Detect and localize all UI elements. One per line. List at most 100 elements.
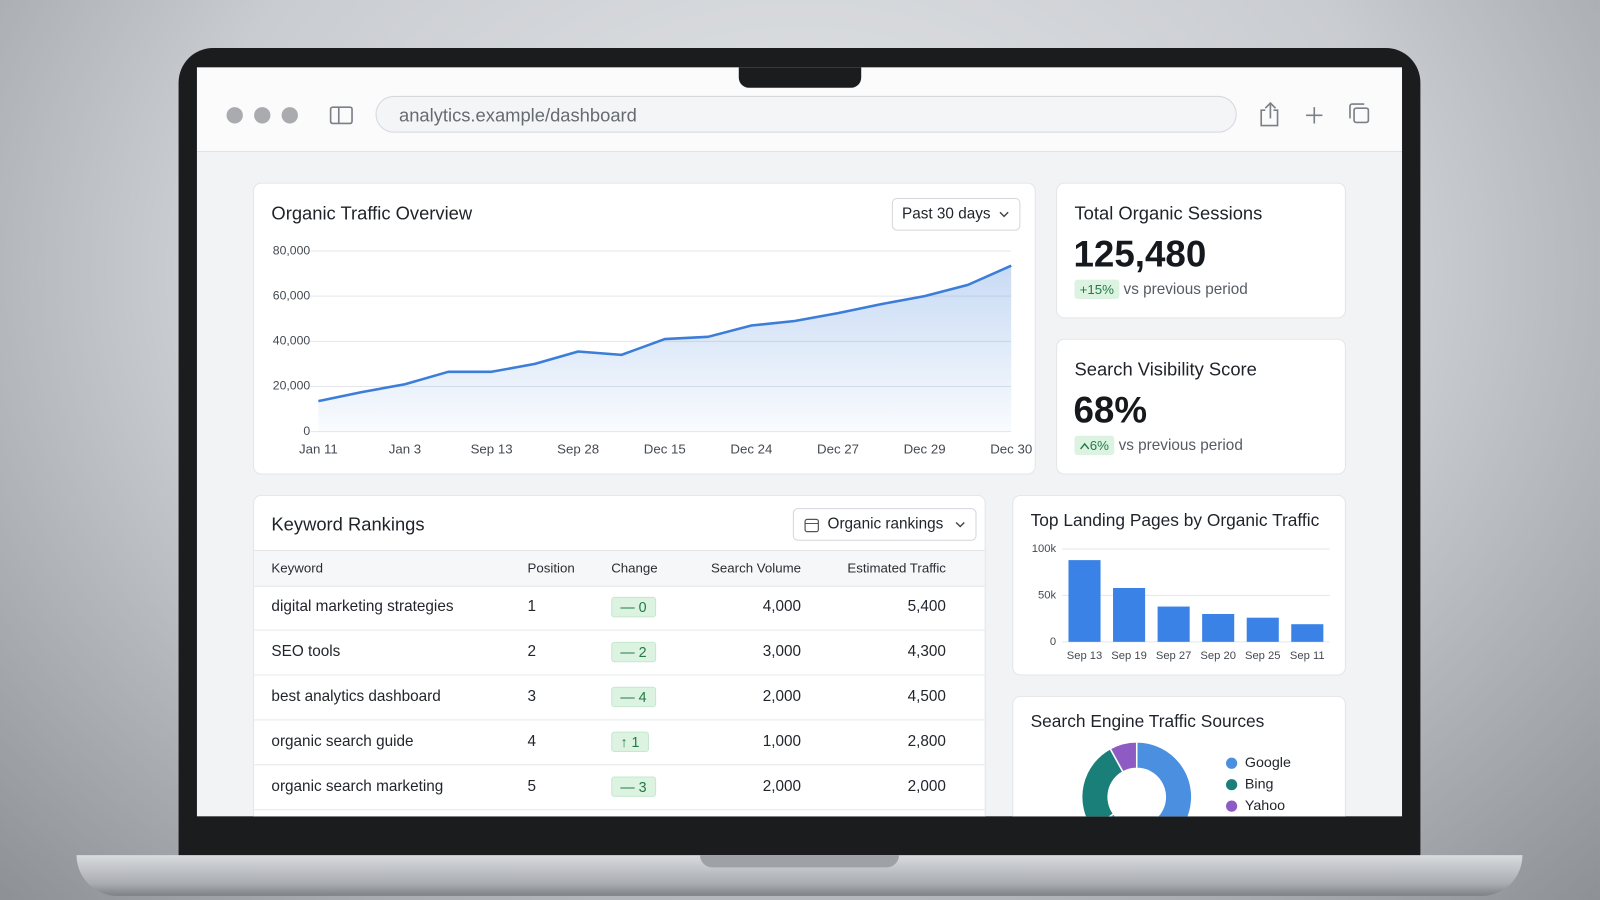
screen: analytics.example/dashboard Organic Traf… <box>196 67 1403 817</box>
cell: 3 <box>527 687 537 706</box>
window-close[interactable] <box>226 107 243 124</box>
bar <box>1113 587 1146 642</box>
change-badge: ↑ 1 <box>611 731 649 753</box>
metric-value: 125,480 <box>1073 232 1207 275</box>
x-tick-label: Dec 24 <box>730 441 772 456</box>
visibility-card: Search Visibility Score 68% 6% vs previo… <box>1056 338 1346 475</box>
cell: 1 <box>527 597 537 616</box>
x-tick-label: Dec 29 <box>904 441 946 456</box>
x-tick-label: Jan 11 <box>299 441 338 456</box>
keyword: organic search marketing <box>271 777 444 795</box>
change-badge: 6% <box>1074 435 1115 456</box>
change-note: vs previous period <box>1118 436 1243 455</box>
cell: 2,000 <box>762 777 802 795</box>
cell: 2 <box>527 642 537 661</box>
y-tick-label: 0 <box>303 424 310 438</box>
bar <box>1246 617 1279 642</box>
keyword: digital marketing strategies <box>271 597 454 616</box>
new-tab-button[interactable] <box>1306 107 1323 124</box>
cell: 5,400 <box>907 597 946 616</box>
cell: 3,000 <box>762 642 802 661</box>
line <box>318 264 1012 403</box>
card-title: Total Organic Sessions <box>1074 203 1263 224</box>
dropdown-label: Past 30 days <box>902 205 991 223</box>
x-tick-label: Sep 20 <box>1200 650 1236 662</box>
line-chart: 0 20,000 40,000 60,000 80,000 Jan 11 Jan 3 Sep … <box>273 243 1032 456</box>
slice <box>1108 741 1193 817</box>
share-button[interactable] <box>1260 101 1279 127</box>
column-header: Change <box>611 560 658 576</box>
legend-label: Yahoo <box>1245 798 1285 814</box>
column-header: Keyword <box>271 560 324 576</box>
slice <box>1109 741 1138 773</box>
bar <box>1202 613 1235 642</box>
cell: 2,000 <box>762 687 802 706</box>
change-badge: — 4 <box>611 686 656 708</box>
bar <box>1157 606 1190 642</box>
y-tick-label: 50k <box>1038 589 1056 601</box>
sources-card: Search Engine Traffic Sources Google Bing Y… <box>1012 695 1346 817</box>
change-badge: — 2 <box>611 641 656 663</box>
address-bar[interactable]: analytics.example/dashboard <box>375 95 1237 133</box>
column-header: Search Volume <box>711 560 802 576</box>
window-minimize[interactable] <box>254 107 271 124</box>
cell: 4 <box>527 732 537 750</box>
tabs-button[interactable] <box>1349 103 1370 124</box>
filter-dropdown[interactable]: Organic rankings <box>792 508 977 541</box>
donut-chart: Search Engine Traffic Sources Google Bing Y… <box>1031 711 1291 817</box>
change-badge: +15% <box>1074 279 1119 299</box>
column-header: Estimated Traffic <box>847 560 946 576</box>
table-row[interactable]: digital marketing strategies 1 — 0 4,000 5,4… <box>254 585 985 631</box>
browser-toolbar: analytics.example/dashboard <box>196 67 1403 153</box>
table-row[interactable]: SEO tools 2 — 2 3,000 4,300 <box>254 630 985 676</box>
keyword: SEO tools <box>271 642 341 661</box>
landing-card: Top Landing Pages by Organic Traffic 0 50k… <box>1012 494 1346 676</box>
table-row[interactable]: best analytics dashboard 3 — 4 2,000 4,500 <box>254 674 985 721</box>
cell: 5 <box>527 777 537 795</box>
card-title: Keyword Rankings <box>271 514 425 535</box>
traffic-card: Organic Traffic Overview Past 30 days 0 2… <box>253 182 1036 475</box>
card-title: Organic Traffic Overview <box>271 203 473 224</box>
y-tick-label: 0 <box>1050 636 1056 648</box>
metric-value: 68% <box>1073 388 1147 431</box>
keyword: organic search guide <box>271 732 414 750</box>
table-row[interactable]: organic search guide 4 ↑ 1 1,000 2,800 <box>254 719 985 766</box>
sidebar-button[interactable] <box>329 106 353 125</box>
legend-label: Google <box>1245 755 1291 771</box>
keywords-card: Keyword Rankings Organic rankings Keywor… <box>253 494 986 817</box>
window-zoom[interactable] <box>281 107 298 124</box>
calendar-icon <box>804 518 819 533</box>
dropdown-label: Organic rankings <box>827 515 944 533</box>
card-title: Search Visibility Score <box>1074 359 1257 380</box>
cell: 2,800 <box>907 732 946 750</box>
cell: 4,300 <box>907 642 946 661</box>
change-badge: — 0 <box>611 596 656 618</box>
y-tick-label: 40,000 <box>273 334 311 348</box>
area <box>318 265 1012 432</box>
metric-change: +15% vs previous period <box>1074 279 1248 299</box>
x-tick-label: Sep 25 <box>1245 650 1281 662</box>
cell: 4,000 <box>762 597 802 616</box>
x-tick-label: Sep 13 <box>471 441 513 456</box>
change-badge: — 3 <box>611 776 656 797</box>
table-header: Keyword Position Change Search Volume Estima… <box>254 549 985 587</box>
up-arrow <box>1080 442 1090 450</box>
bar <box>1291 624 1324 642</box>
cell: 4,500 <box>907 687 946 706</box>
camera-notch <box>738 67 862 88</box>
table-row[interactable]: organic search marketing 5 — 3 2,000 2,000 <box>254 764 985 811</box>
bar-chart: Top Landing Pages by Organic Traffic 0 50k… <box>1031 510 1330 662</box>
x-tick-label: Dec 30 <box>990 441 1032 456</box>
x-tick-label: Sep 19 <box>1111 650 1147 662</box>
x-tick-label: Sep 27 <box>1156 650 1192 662</box>
x-tick-label: Sep 11 <box>1290 650 1325 662</box>
x-tick-label: Sep 13 <box>1067 650 1103 662</box>
legend-swatch <box>1226 757 1238 769</box>
range-dropdown[interactable]: Past 30 days <box>891 197 1021 231</box>
y-tick-label: 80,000 <box>273 243 311 257</box>
change-value: 6% <box>1089 437 1109 454</box>
y-tick-label: 60,000 <box>273 288 311 302</box>
bar <box>1068 560 1101 642</box>
